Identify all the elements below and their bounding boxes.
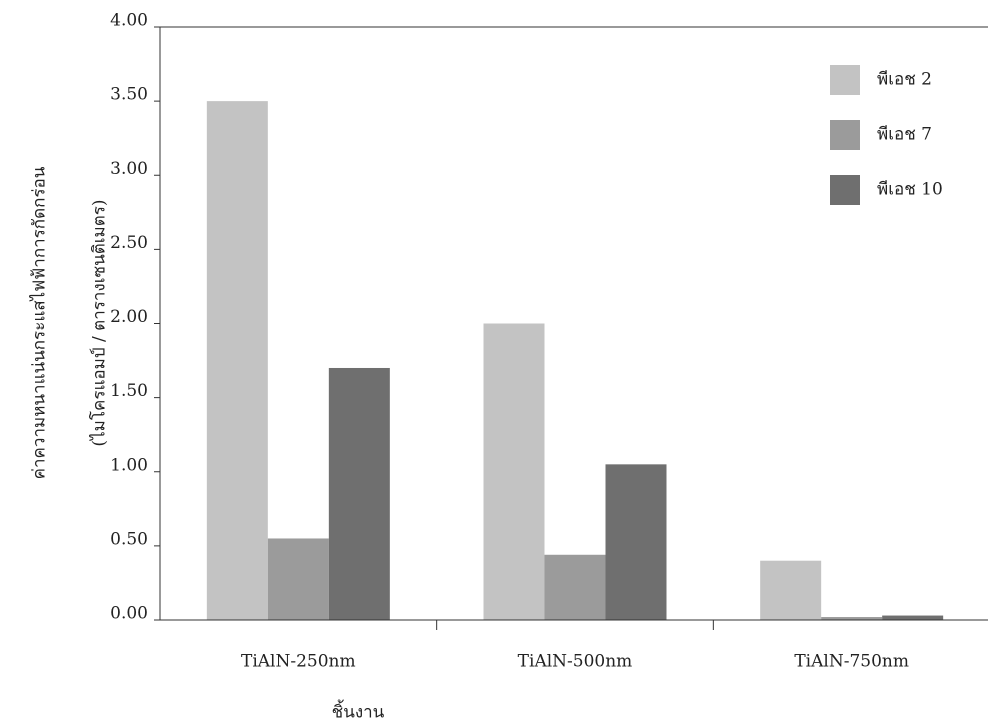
y-tick-label: 0.50 [110,529,148,549]
legend-swatch [830,65,860,95]
legend-label: พีเอช 10 [877,180,943,200]
x-axis-title: ชิ้นงาน [332,700,385,723]
legend-label: พีเอช 7 [877,125,932,145]
y-tick-label: 2.00 [110,307,148,327]
x-tick-label: TiAlN-750nm [794,652,909,672]
bar [882,616,943,620]
y-tick-label: 0.00 [110,604,148,624]
bar [207,101,268,620]
legend-swatch [830,120,860,150]
page: ชิ้นงาน ค่าความหนาแน่นกระแสไฟฟ้าการกัดกร… [0,0,992,726]
bar [606,464,667,620]
bar [329,368,390,620]
bar [268,538,329,620]
y-axis-title: ค่าความหนาแน่นกระแสไฟฟ้าการกัดกร่อน [29,166,50,479]
y-tick-label: 1.00 [110,455,148,475]
bar [760,561,821,620]
y-axis-title: (ไมโครแอมป์ / ตารางเซนติเมตร) [89,199,110,446]
y-tick-label: 3.00 [110,159,148,179]
y-tick-label: 3.50 [110,85,148,105]
y-tick-label: 4.00 [110,11,148,31]
bar [545,555,606,620]
bar [484,324,545,621]
y-tick-label: 1.50 [110,381,148,401]
x-tick-label: TiAlN-250nm [241,652,356,672]
legend-swatch [830,175,860,205]
x-tick-label: TiAlN-500nm [518,652,633,672]
y-tick-label: 2.50 [110,233,148,253]
chart: ชิ้นงาน ค่าความหนาแน่นกระแสไฟฟ้าการกัดกร… [0,0,992,726]
legend-label: พีเอช 2 [877,70,932,90]
